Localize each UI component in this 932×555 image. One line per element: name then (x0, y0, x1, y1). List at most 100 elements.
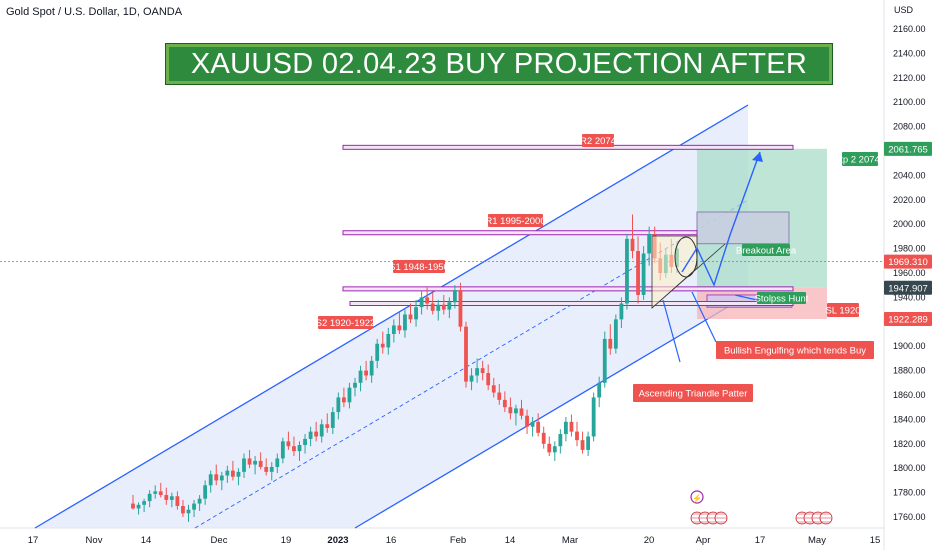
candle-body (458, 290, 463, 327)
candle (258, 452, 263, 470)
candle-body (564, 421, 568, 435)
candle-body (142, 501, 146, 505)
price-tag-3: 1947.907 (884, 280, 932, 295)
candle (169, 492, 174, 508)
label-tp-text: tp 2 2074 (840, 155, 880, 166)
candle (386, 327, 391, 355)
projection-arrowhead (752, 152, 763, 162)
price-axis-currency: USD (894, 5, 914, 15)
time-tick-label: Mar (562, 535, 578, 546)
flag-stripe (692, 515, 702, 517)
candle-body (630, 238, 635, 252)
candle-body (342, 397, 346, 403)
label-breakout: Breakout Area (736, 244, 797, 257)
price-tag-4: 1922.289 (884, 312, 932, 327)
candle-body (347, 387, 352, 403)
candle-body (158, 491, 163, 496)
projection-path (681, 151, 761, 287)
time-tick-label: May (808, 535, 826, 546)
candle-body (391, 325, 396, 334)
label-engulfing-bg (716, 341, 874, 359)
candle (447, 297, 452, 319)
candle-body (519, 408, 524, 416)
event-icons: ⚡ (690, 490, 833, 525)
candle (436, 299, 441, 321)
candle (175, 491, 180, 510)
candle-body (441, 304, 446, 310)
candle (375, 338, 380, 369)
candle (319, 419, 324, 443)
candle (519, 399, 524, 420)
candle (419, 291, 424, 315)
price-tick-label: 1960.00 (893, 268, 926, 278)
candle (336, 392, 341, 420)
candle (292, 436, 296, 456)
candle-body (397, 325, 402, 331)
candle (497, 384, 502, 405)
candle (314, 421, 319, 442)
candle (502, 391, 507, 413)
time-tick-label: 19 (281, 535, 292, 546)
candle-body (480, 368, 485, 374)
label-r2-bg (582, 134, 614, 147)
label-s1-text: S1 1948-1950 (389, 262, 449, 273)
candle (225, 465, 230, 483)
label-s2-bg (318, 316, 373, 329)
candle (286, 431, 291, 450)
flag-stripe (805, 515, 815, 517)
candle (253, 456, 257, 475)
candle-body (231, 470, 235, 477)
time-tick-label: 16 (386, 535, 397, 546)
time-tick-label: 17 (755, 535, 766, 546)
candle (142, 498, 146, 513)
candle-body (297, 445, 302, 452)
label-stoploss-hunt-bg (757, 292, 806, 304)
flag-stripe (716, 519, 726, 521)
flag-stripe (821, 515, 831, 517)
candle-body (502, 399, 507, 408)
candle (575, 421, 579, 447)
candle-body (236, 471, 241, 477)
candle (147, 490, 152, 508)
candle (158, 482, 163, 498)
candle-body (425, 297, 430, 304)
candle-body (275, 458, 280, 467)
candle-body (269, 466, 274, 472)
flag-stripe (821, 519, 831, 521)
price-tag-2-bg (884, 254, 932, 269)
level-band-3 (342, 286, 794, 292)
candle (569, 414, 574, 437)
candle (586, 431, 590, 456)
candle-body (641, 253, 646, 295)
candle-body (219, 475, 224, 481)
time-tick-label: 14 (141, 535, 152, 546)
price-tick-label: 1940.00 (893, 292, 926, 302)
price-tag-2-text: 1969.310 (888, 257, 928, 268)
flag-stripe (805, 519, 815, 521)
candle (164, 487, 169, 505)
label-s2-text: S2 1920-1922 (316, 318, 376, 329)
price-tag-4-text: 1922.289 (888, 315, 928, 326)
flag-stripe (813, 519, 823, 521)
candle-body (558, 434, 563, 447)
candle-body (353, 382, 357, 388)
candle (591, 392, 596, 442)
candle (602, 331, 607, 388)
channel-lower-line (354, 294, 749, 529)
candle-body (613, 319, 618, 349)
candle-body (497, 392, 502, 400)
candle-body (591, 397, 596, 437)
candle-body (625, 238, 629, 304)
candle (358, 365, 363, 392)
candle-body (264, 466, 269, 472)
candle (525, 409, 529, 435)
candle-body (153, 491, 158, 494)
label-breakout-text: Breakout Area (736, 246, 797, 257)
candle-body (147, 493, 152, 502)
candle-body (247, 458, 252, 465)
price-tick-label: 1780.00 (893, 488, 926, 498)
candle (475, 358, 479, 383)
label-r1-text: R1 1995-2000 (485, 216, 545, 227)
